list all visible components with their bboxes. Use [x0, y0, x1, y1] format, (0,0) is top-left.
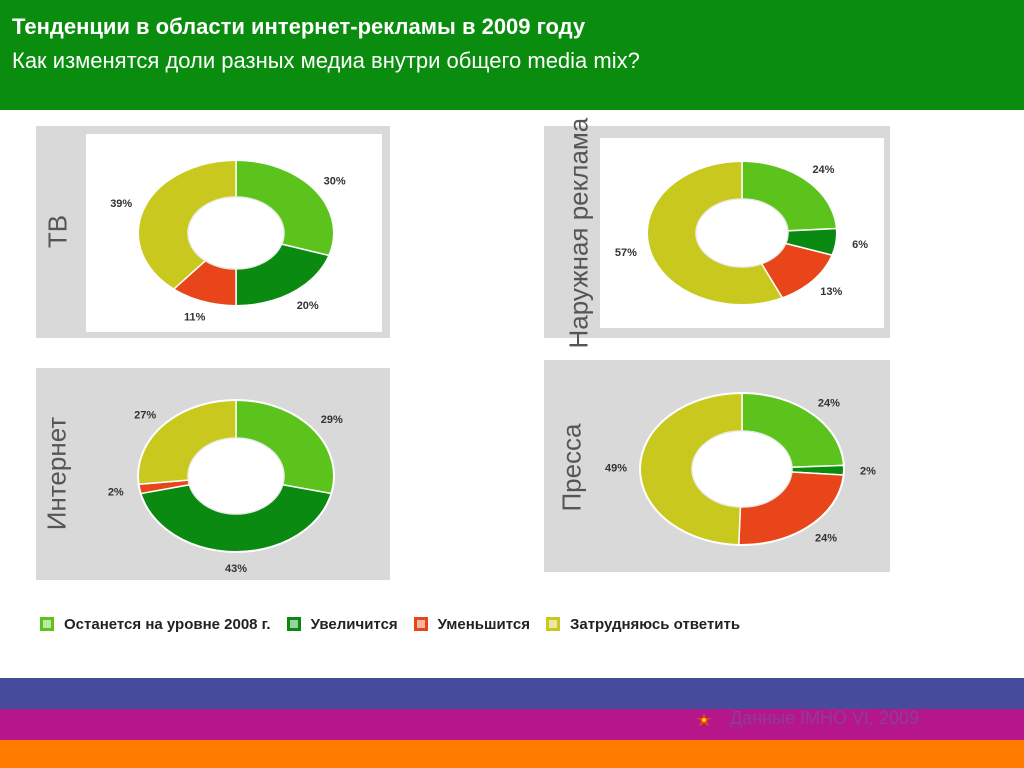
footer-band-magenta: [0, 709, 1024, 740]
donut-hole: [187, 437, 285, 515]
slice-value-label: 2%: [108, 487, 124, 499]
slice-value-label: 2%: [860, 465, 876, 477]
legend-item: Увеличится: [286, 615, 398, 633]
slice-value-label: 30%: [324, 176, 346, 188]
slice-value-label: 24%: [818, 397, 840, 409]
page-title: Тенденции в области интернет-рекламы в 2…: [12, 14, 586, 39]
legend-swatch: [413, 617, 428, 631]
legend-swatch: [545, 617, 560, 631]
panel-label-internet: Интернет: [41, 416, 72, 531]
donut-outer-rim: [137, 399, 335, 553]
legend-swatch: [286, 617, 301, 631]
legend-swatch: [40, 617, 54, 631]
panel-label-press: Пресса: [556, 423, 587, 512]
footer-band-orange: [0, 740, 1024, 768]
donut-chart-tv: 30% 20% 11% 39%: [110, 159, 346, 324]
slice-value-label: 49%: [605, 463, 627, 475]
slice-value-label: 11%: [184, 312, 206, 324]
donut-outer-rim: [137, 159, 335, 307]
footer-band-blue: [0, 678, 1024, 709]
slice-value-label: 13%: [820, 286, 842, 298]
slice-value-label: 24%: [812, 164, 834, 176]
slice-value-label: 20%: [297, 300, 319, 312]
donut-hole: [691, 430, 793, 508]
chart-box-outdoor: 24% 6% 13% 57%: [600, 138, 884, 328]
panel-outdoor: Наружная реклама 24% 6% 13% 57%: [544, 118, 890, 349]
legend-label: Увеличится: [310, 615, 398, 633]
legend-item: Уменьшится: [413, 615, 530, 633]
donut-outer-rim: [639, 392, 845, 546]
slice-value-label: 24%: [815, 533, 837, 545]
panel-label-outdoor: Наружная реклама: [563, 117, 594, 349]
donut-chart-press: 24% 2% 24% 49%: [605, 392, 876, 546]
legend-item: Затрудняюсь ответить: [545, 615, 741, 633]
donut-chart-outdoor: 24% 6% 13% 57%: [615, 160, 868, 306]
panel-internet: Интернет 29% 43% 2% 27%: [36, 368, 390, 580]
slice-value-label: 6%: [852, 239, 868, 251]
slice-value-label: 43%: [225, 563, 247, 574]
header-bar: Тенденции в области интернет-рекламы в 2…: [0, 0, 1024, 110]
legend-label: Уменьшится: [437, 615, 530, 633]
chart-box-tv: 30% 20% 11% 39%: [86, 134, 382, 332]
page-subtitle: Как изменятся доли разных медиа внутри о…: [12, 48, 640, 73]
slice-value-label: 29%: [321, 414, 343, 426]
slice-value-label: 39%: [110, 198, 132, 210]
donut-hole: [695, 198, 789, 268]
legend-label: Затрудняюсь ответить: [569, 615, 741, 633]
chart-box-press: 24% 2% 24% 49%: [600, 368, 884, 566]
chart-legend: Останется на уровне 2008 г. Увеличится У…: [40, 612, 756, 636]
panel-press: Пресса 24% 2% 24% 49%: [544, 360, 890, 572]
donut-outer-rim: [646, 160, 838, 306]
legend-label: Останется на уровне 2008 г.: [64, 615, 271, 633]
panel-label-tv: ТВ: [42, 214, 73, 249]
donut-chart-internet: 29% 43% 2% 27%: [108, 399, 343, 575]
slice-value-label: 27%: [134, 410, 156, 422]
donut-hole: [187, 196, 285, 270]
source-note: Данные IMHO VI, 2009: [730, 708, 920, 728]
panel-tv: ТВ 30% 20% 11% 39%: [36, 126, 390, 338]
chart-box-internet: 29% 43% 2% 27%: [86, 378, 382, 575]
legend-item: Останется на уровне 2008 г.: [40, 616, 271, 633]
slice-value-label: 57%: [615, 247, 637, 259]
bullet-star-icon: [697, 713, 711, 727]
